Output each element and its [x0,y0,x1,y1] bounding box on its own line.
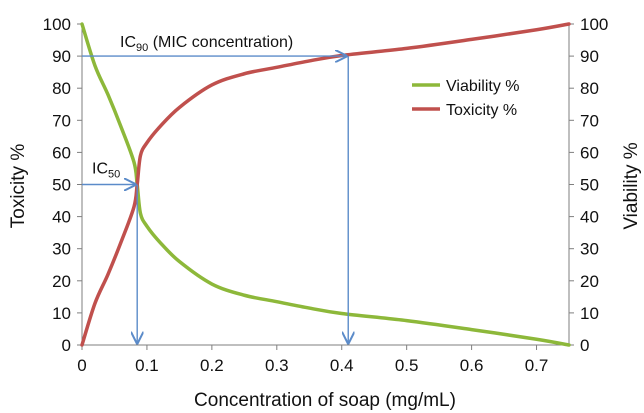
y-tick-label-right: 70 [580,111,599,130]
x-tick-label: 0.5 [395,356,419,375]
y-tick-label-left: 60 [52,143,71,162]
x-axis-title: Concentration of soap (mg/mL) [194,390,456,411]
y-tick-label-left: 20 [52,272,71,291]
series-layer [80,22,571,347]
y-tick-label-right: 50 [580,176,599,195]
x-tick-label: 0.4 [330,356,354,375]
y-tick-label-left: 40 [52,208,71,227]
y-tick-label-left: 100 [43,15,71,34]
y-tick-label-right: 80 [580,79,599,98]
y-tick-label-right: 20 [580,272,599,291]
y-tick-label-right: 30 [580,240,599,259]
legend-label-viability: Viability % [446,78,520,95]
annotations: IC50 IC90 (MIC concentration) [82,34,348,343]
x-tick-label: 0.2 [200,356,224,375]
toxicity-line [80,22,571,347]
y-tick-label-left: 0 [62,336,71,355]
x-tick-label: 0.7 [525,356,549,375]
y-axis-title-left: Toxicity % [8,144,29,229]
y-tick-label-right: 10 [580,304,599,323]
legend-label-toxicity: Toxicity % [446,102,517,119]
y-tick-label-left: 90 [52,47,71,66]
y-tick-label-left: 80 [52,79,71,98]
y-tick-label-left: 30 [52,240,71,259]
ic50-label: IC50 [92,161,120,181]
y-tick-label-left: 70 [52,111,71,130]
viability-line [80,22,571,347]
x-tick-label: 0.1 [135,356,159,375]
legend: Viability % Toxicity % [412,78,520,119]
y-tick-label-left: 50 [52,176,71,195]
y-tick-label-right: 90 [580,47,599,66]
x-tick-label: 0.6 [460,356,484,375]
ic90-label: IC90 (MIC concentration) [120,34,293,54]
y-tick-label-left: 10 [52,304,71,323]
x-tick-label: 0.3 [265,356,289,375]
x-tick-label: 0 [77,356,86,375]
axes [77,23,574,350]
y-tick-label-right: 100 [580,15,608,34]
y-tick-label-right: 40 [580,208,599,227]
y-tick-label-right: 60 [580,143,599,162]
y-axis-title-right: Viability % [621,142,642,229]
y-tick-label-right: 0 [580,336,589,355]
